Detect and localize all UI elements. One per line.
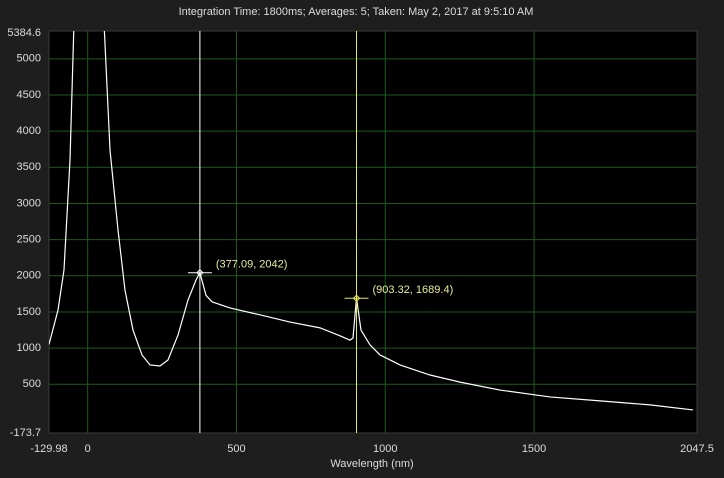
y-tick-label: 5384.6 [7, 27, 41, 39]
series-group [49, 31, 694, 411]
x-tick-label: 1500 [522, 443, 546, 455]
y-tick-label: 2500 [17, 234, 41, 246]
y-tick-label: 3000 [17, 197, 41, 209]
x-tick-label: 1000 [373, 443, 397, 455]
y-tick-label: 2000 [17, 270, 41, 282]
plot-area [49, 31, 697, 433]
x-tick-label: 500 [227, 443, 245, 455]
y-tick-label: 5000 [17, 53, 41, 65]
y-tick-label: 1500 [17, 306, 41, 318]
x-tick-label: -129.98 [30, 443, 67, 455]
x-tick-label: 2047.5 [680, 443, 714, 455]
y-tick-label: 4000 [17, 125, 41, 137]
chart-title: Integration Time: 1800ms; Averages: 5; T… [179, 6, 534, 18]
plot-border [48, 30, 698, 434]
spectrum-line [49, 31, 694, 411]
y-tick-label: -173.7 [10, 427, 41, 439]
x-axis-label: Wavelength (nm) [330, 458, 413, 470]
y-tick-label: 500 [23, 378, 41, 390]
y-tick-label: 1000 [17, 342, 41, 354]
cursor-point [196, 269, 204, 277]
y-tick-label: 4500 [17, 89, 41, 101]
cursor-label: (377.09, 2042) [216, 259, 288, 271]
cursor-point [352, 294, 361, 302]
x-tick-label: 0 [85, 443, 91, 455]
y-tick-label: 3500 [17, 161, 41, 173]
cursor-label: (903.32, 1689.4) [373, 284, 454, 296]
